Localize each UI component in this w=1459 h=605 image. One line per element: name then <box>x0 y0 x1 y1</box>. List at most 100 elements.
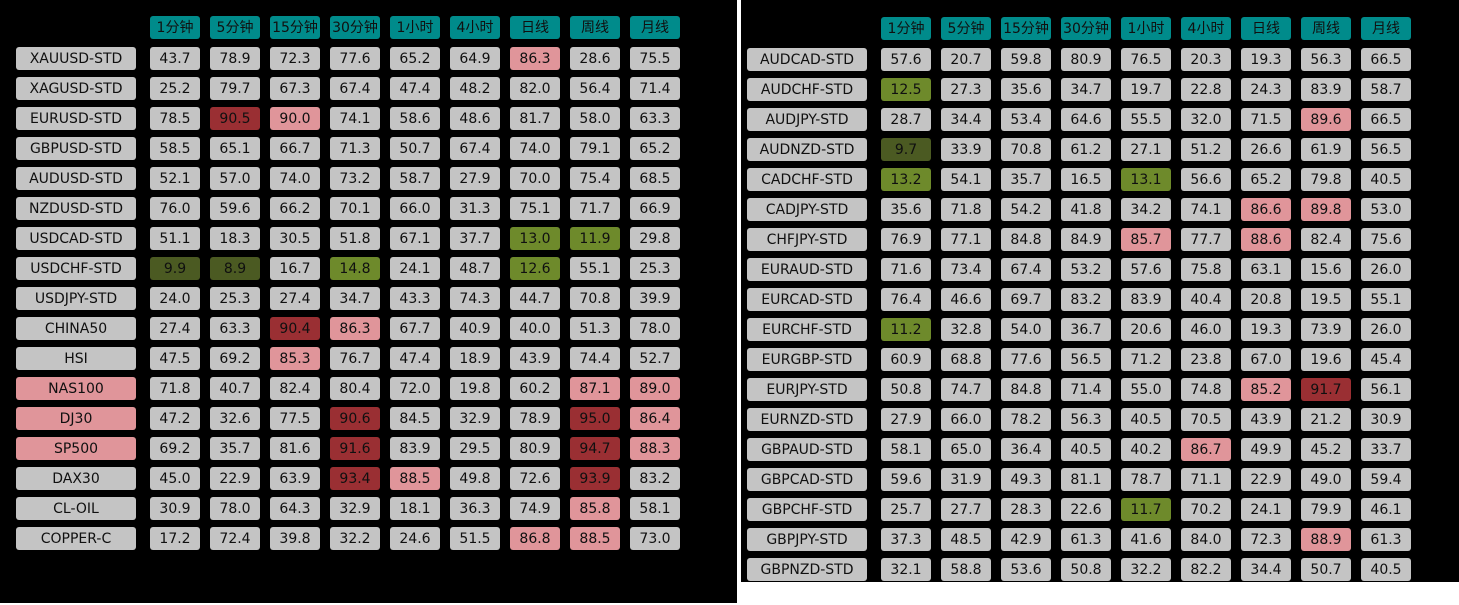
timeframe-header: 周线 <box>570 16 620 39</box>
indicator-value-cell: 40.9 <box>450 317 500 340</box>
symbol-label: GBPNZD-STD <box>747 558 867 581</box>
indicator-value-cell: 34.7 <box>330 287 380 310</box>
indicator-value-cell: 56.4 <box>570 77 620 100</box>
indicator-value-cell: 32.9 <box>450 407 500 430</box>
indicator-value-cell: 22.8 <box>1181 78 1231 101</box>
indicator-value-cell: 47.4 <box>390 77 440 100</box>
indicator-value-cell: 74.0 <box>270 167 320 190</box>
indicator-value-cell: 22.6 <box>1061 498 1111 521</box>
indicator-value-cell: 85.2 <box>1241 378 1291 401</box>
symbol-label: GBPUSD-STD <box>16 137 136 160</box>
symbol-label: HSI <box>16 347 136 370</box>
indicator-value-cell: 34.4 <box>1241 558 1291 581</box>
indicator-value-cell: 47.5 <box>150 347 200 370</box>
indicator-value-cell: 86.3 <box>510 47 560 70</box>
indicator-value-cell: 32.2 <box>330 527 380 550</box>
symbol-label: AUDUSD-STD <box>16 167 136 190</box>
indicator-value-cell: 40.5 <box>1361 558 1411 581</box>
indicator-value-cell: 56.6 <box>1181 168 1231 191</box>
indicator-value-cell: 29.5 <box>450 437 500 460</box>
indicator-value-cell: 65.2 <box>1241 168 1291 191</box>
indicator-value-cell: 79.8 <box>1301 168 1351 191</box>
timeframe-header: 月线 <box>630 16 680 39</box>
indicator-value-cell: 11.7 <box>1121 498 1171 521</box>
indicator-value-cell: 65.2 <box>630 137 680 160</box>
indicator-value-cell: 93.4 <box>330 467 380 490</box>
indicator-value-cell: 24.1 <box>1241 498 1291 521</box>
indicator-value-cell: 46.6 <box>941 288 991 311</box>
indicator-value-cell: 24.0 <box>150 287 200 310</box>
indicator-value-cell: 64.6 <box>1061 108 1111 131</box>
indicator-value-cell: 90.4 <box>270 317 320 340</box>
indicator-value-cell: 65.1 <box>210 137 260 160</box>
indicator-value-cell: 90.5 <box>210 107 260 130</box>
symbol-label: EURNZD-STD <box>747 408 867 431</box>
indicator-value-cell: 51.5 <box>450 527 500 550</box>
timeframe-header: 1小时 <box>390 16 440 39</box>
indicator-value-cell: 76.0 <box>150 197 200 220</box>
symbol-label: SP500 <box>16 437 136 460</box>
indicator-value-cell: 84.5 <box>390 407 440 430</box>
indicator-value-cell: 54.2 <box>1001 198 1051 221</box>
indicator-value-cell: 59.6 <box>881 468 931 491</box>
symbol-label: EURCHF-STD <box>747 318 867 341</box>
indicator-value-cell: 71.6 <box>881 258 931 281</box>
indicator-value-cell: 58.6 <box>390 107 440 130</box>
symbol-label: NZDUSD-STD <box>16 197 136 220</box>
indicator-value-cell: 32.6 <box>210 407 260 430</box>
indicator-value-cell: 8.9 <box>210 257 260 280</box>
indicator-value-cell: 40.7 <box>210 377 260 400</box>
indicator-value-cell: 50.8 <box>881 378 931 401</box>
indicator-value-cell: 58.1 <box>881 438 931 461</box>
indicator-value-cell: 71.5 <box>1241 108 1291 131</box>
indicator-value-cell: 66.2 <box>270 197 320 220</box>
symbol-label: AUDJPY-STD <box>747 108 867 131</box>
indicator-value-cell: 80.9 <box>510 437 560 460</box>
indicator-value-cell: 78.0 <box>630 317 680 340</box>
indicator-value-cell: 88.6 <box>1241 228 1291 251</box>
indicator-value-cell: 91.7 <box>1301 378 1351 401</box>
indicator-value-cell: 28.7 <box>881 108 931 131</box>
indicator-value-cell: 67.4 <box>1001 258 1051 281</box>
indicator-value-cell: 71.1 <box>1181 468 1231 491</box>
indicator-value-cell: 12.6 <box>510 257 560 280</box>
indicator-value-cell: 35.7 <box>210 437 260 460</box>
indicator-value-cell: 13.2 <box>881 168 931 191</box>
indicator-value-cell: 9.9 <box>150 257 200 280</box>
indicator-value-cell: 54.1 <box>941 168 991 191</box>
indicator-value-cell: 27.3 <box>941 78 991 101</box>
indicator-value-cell: 68.5 <box>630 167 680 190</box>
indicator-value-cell: 14.8 <box>330 257 380 280</box>
indicator-value-cell: 91.6 <box>330 437 380 460</box>
indicator-value-cell: 33.7 <box>1361 438 1411 461</box>
indicator-value-cell: 53.0 <box>1361 198 1411 221</box>
indicator-value-cell: 72.4 <box>210 527 260 550</box>
indicator-value-cell: 50.7 <box>1301 558 1351 581</box>
indicator-value-cell: 39.8 <box>270 527 320 550</box>
indicator-value-cell: 30.9 <box>1361 408 1411 431</box>
indicator-value-cell: 72.0 <box>390 377 440 400</box>
indicator-value-cell: 61.2 <box>1061 138 1111 161</box>
indicator-value-cell: 67.4 <box>330 77 380 100</box>
indicator-value-cell: 65.0 <box>941 438 991 461</box>
indicator-value-cell: 35.7 <box>1001 168 1051 191</box>
indicator-value-cell: 74.3 <box>450 287 500 310</box>
symbol-label: XAGUSD-STD <box>16 77 136 100</box>
indicator-value-cell: 85.7 <box>1121 228 1171 251</box>
indicator-value-cell: 73.0 <box>630 527 680 550</box>
indicator-value-cell: 64.9 <box>450 47 500 70</box>
indicator-value-cell: 51.3 <box>570 317 620 340</box>
indicator-value-cell: 45.0 <box>150 467 200 490</box>
indicator-value-cell: 24.1 <box>390 257 440 280</box>
indicator-value-cell: 77.5 <box>270 407 320 430</box>
symbol-label: NAS100 <box>16 377 136 400</box>
indicator-value-cell: 70.5 <box>1181 408 1231 431</box>
indicator-value-cell: 72.3 <box>1241 528 1291 551</box>
indicator-value-cell: 89.8 <box>1301 198 1351 221</box>
indicator-value-cell: 30.5 <box>270 227 320 250</box>
indicator-value-cell: 71.3 <box>330 137 380 160</box>
indicator-value-cell: 25.7 <box>881 498 931 521</box>
indicator-value-cell: 63.9 <box>270 467 320 490</box>
timeframe-header: 15分钟 <box>270 16 320 39</box>
indicator-value-cell: 43.3 <box>390 287 440 310</box>
